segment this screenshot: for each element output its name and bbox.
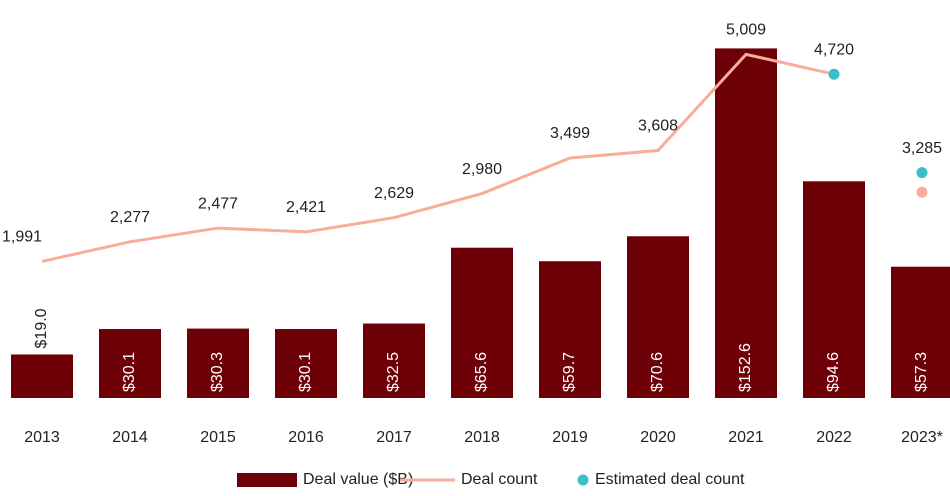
point-value-label: 4,720	[814, 41, 854, 58]
point-value-label: 2,277	[110, 209, 150, 226]
x-tick-label: 2023*	[901, 429, 943, 446]
point-value-label: 1,991	[2, 229, 42, 246]
bar	[275, 329, 337, 398]
x-tick-label: 2019	[552, 429, 588, 446]
bar	[803, 181, 865, 398]
legend-swatch	[237, 473, 297, 487]
point-value-label: 3,285	[902, 140, 942, 157]
bar	[891, 266, 950, 398]
bar	[11, 354, 73, 398]
x-tick-label: 2021	[728, 429, 764, 446]
x-tick-label: 2013	[24, 429, 60, 446]
x-tick-label: 2020	[640, 429, 676, 446]
bar	[99, 329, 161, 398]
estimated-point	[916, 167, 928, 179]
x-tick-label: 2022	[816, 429, 852, 446]
point-value-label: 5,009	[726, 22, 766, 39]
point-value-label: 3,499	[550, 125, 590, 142]
bar-value-label: $70.6	[649, 352, 666, 392]
bar	[539, 261, 601, 398]
legend-label: Estimated deal count	[595, 471, 745, 488]
deal-count-line	[41, 52, 835, 263]
bar-value-label: $30.3	[209, 352, 226, 392]
bar-value-label: $32.5	[385, 352, 402, 392]
bar-value-label: $94.6	[825, 352, 842, 392]
legend-label: Deal value ($B)	[303, 471, 413, 488]
bar-value-label: $30.1	[297, 352, 314, 392]
bar-value-label: $19.0	[33, 308, 50, 348]
estimated-point	[828, 68, 840, 80]
bar-value-label: $59.7	[561, 352, 578, 392]
point-value-label: 2,629	[374, 185, 414, 202]
bar-value-label: $30.1	[121, 352, 138, 392]
bar	[187, 328, 249, 398]
x-tick-label: 2018	[464, 429, 500, 446]
x-tick-label: 2016	[288, 429, 324, 446]
x-tick-label: 2017	[376, 429, 412, 446]
point-value-label: 2,421	[286, 199, 326, 216]
legend-swatch	[577, 474, 589, 486]
point-value-label: 2,980	[462, 161, 502, 178]
point-value-label: 2,477	[198, 195, 238, 212]
x-tick-label: 2014	[112, 429, 148, 446]
bar	[363, 323, 425, 398]
point-value-label: 3,608	[638, 118, 678, 135]
deal-count-point	[916, 186, 928, 198]
bar	[715, 48, 777, 398]
bar-value-label: $57.3	[913, 352, 930, 392]
legend-label: Deal count	[461, 471, 538, 488]
bar-value-label: $152.6	[737, 343, 754, 392]
bar-value-label: $65.6	[473, 352, 490, 392]
bar	[627, 236, 689, 398]
x-tick-label: 2015	[200, 429, 236, 446]
bar	[451, 247, 513, 398]
